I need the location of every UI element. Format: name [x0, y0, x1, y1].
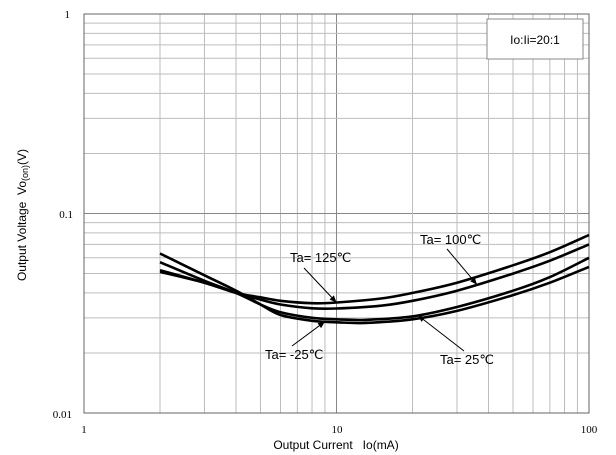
annotation-label: Ta= 25℃: [440, 352, 494, 367]
condition-box: [486, 18, 584, 60]
annotation-label: Ta= -25℃: [265, 347, 323, 362]
series-group: [159, 233, 590, 325]
annotation-leader-line: [446, 248, 478, 285]
y-axis-title-unit: (V): [15, 149, 29, 165]
y-axis-title-main: Output Voltage Vo: [15, 181, 29, 281]
annotation-arrowhead: [470, 277, 477, 285]
x-tick-label-100: 100: [581, 424, 598, 436]
condition-box-text: Io:Ii=20:1: [510, 33, 560, 47]
x-tick-label-10: 10: [332, 424, 344, 436]
y-tick-label-0.1: 0.1: [59, 209, 73, 221]
x-axis-title: Output Current Io(mA): [273, 438, 398, 452]
annotation-arrowhead: [329, 295, 337, 303]
y-axis-title: Output Voltage Vo(on)(V): [15, 149, 30, 281]
annotation-arrowhead: [417, 315, 426, 322]
grid: [83, 14, 589, 414]
annotation-arrowhead: [317, 321, 325, 329]
annotation-label: Ta= 125℃: [290, 250, 351, 265]
annotation-label: Ta= 100℃: [420, 232, 481, 247]
annotation-group: Ta= 125℃ Ta= 100℃ Ta= 25℃ Ta= -25℃: [265, 232, 494, 367]
plot-area-border: [83, 13, 590, 414]
series-line-3: [159, 252, 590, 325]
x-tick-label-1: 1: [81, 424, 87, 436]
annotation-leader-line: [417, 314, 465, 352]
series-line-2: [159, 256, 590, 322]
y-tick-label-0.01: 0.01: [53, 409, 72, 421]
y-tick-label-1: 1: [65, 9, 71, 21]
y-axis-title-sub: (on): [20, 165, 30, 181]
annotation-leader-line: [303, 267, 337, 303]
